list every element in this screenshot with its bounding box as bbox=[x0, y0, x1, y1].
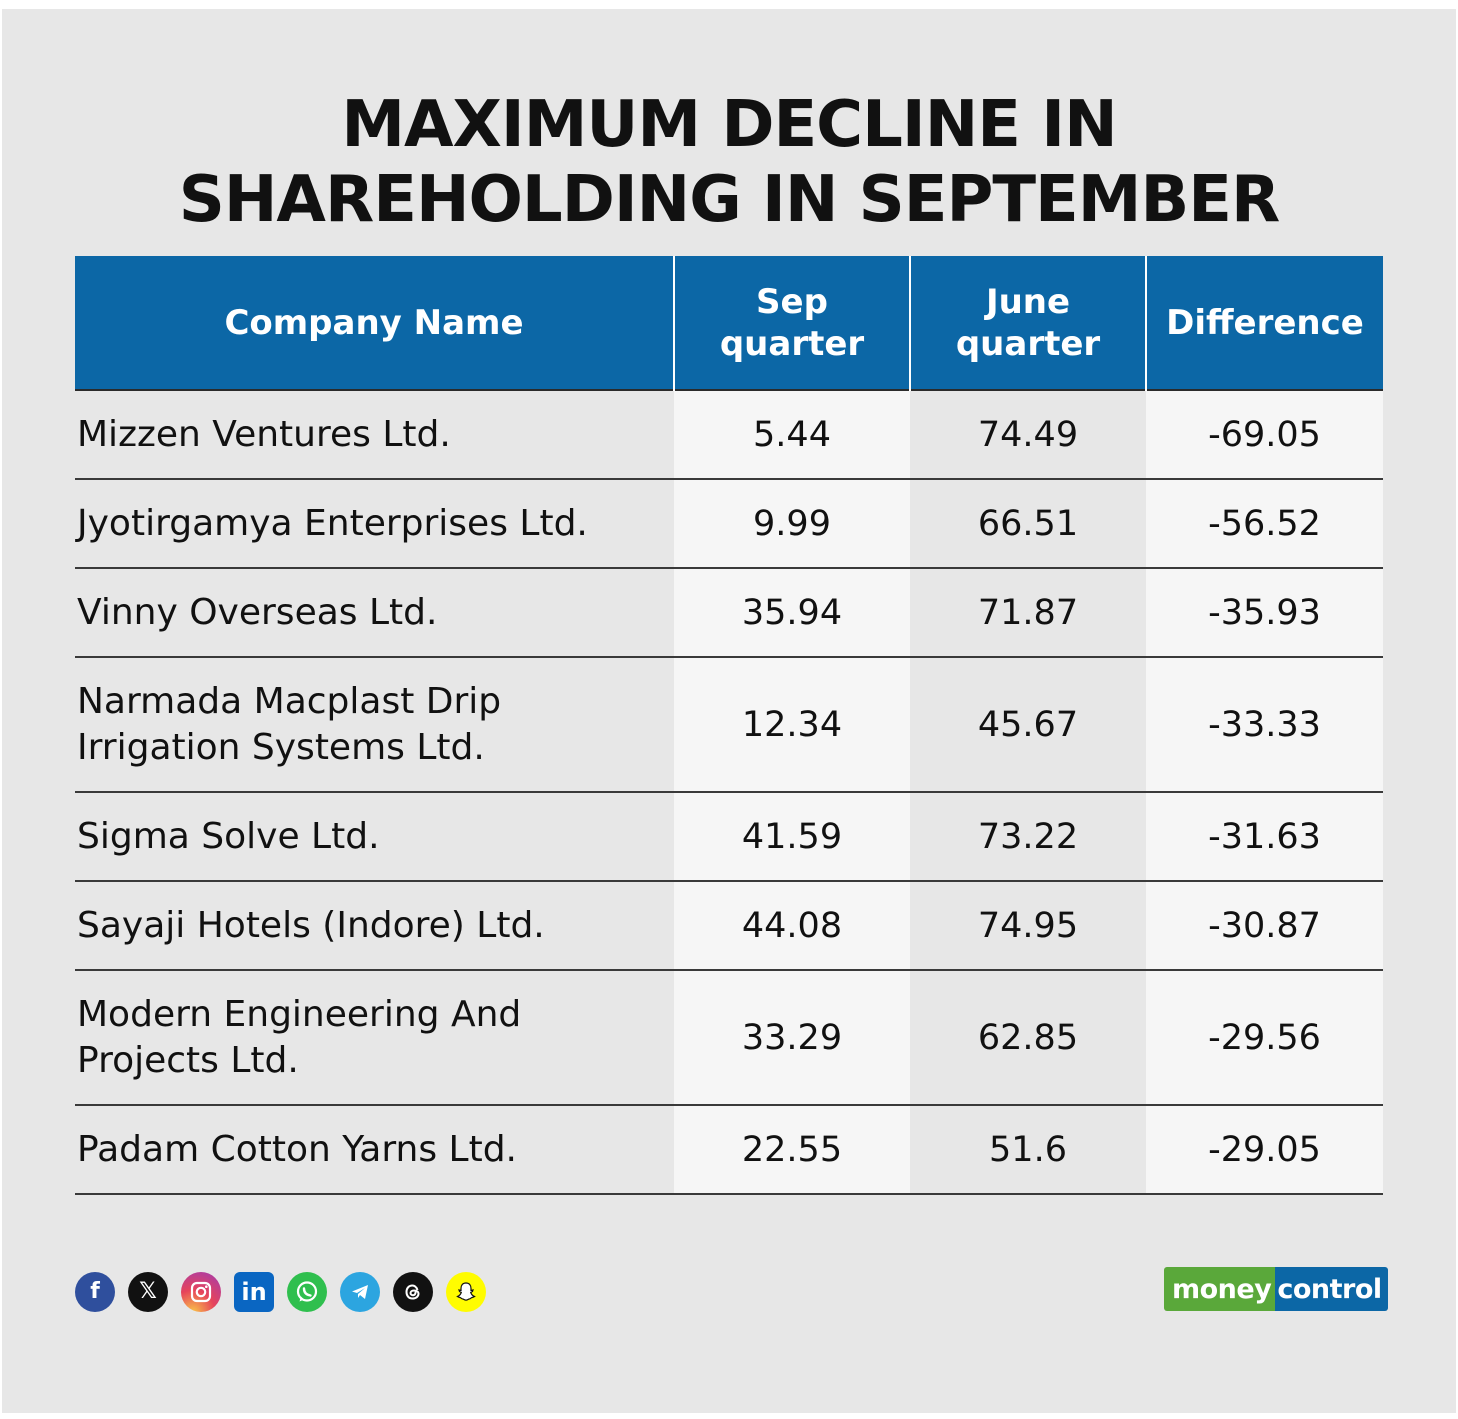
shareholding-table: Company Name Sep quarter June quarter Di… bbox=[75, 256, 1383, 1195]
cell-june-quarter: 45.67 bbox=[910, 657, 1146, 792]
cell-difference: -30.87 bbox=[1146, 881, 1383, 970]
table-header-row: Company Name Sep quarter June quarter Di… bbox=[75, 256, 1383, 390]
title-line-1: MAXIMUM DECLINE IN bbox=[341, 88, 1117, 162]
cell-difference: -69.05 bbox=[1146, 390, 1383, 479]
logo-part-money: money bbox=[1164, 1267, 1276, 1311]
cell-difference: -35.93 bbox=[1146, 568, 1383, 657]
moneycontrol-logo: money control bbox=[1164, 1267, 1388, 1311]
cell-sep-quarter: 41.59 bbox=[674, 792, 910, 881]
cell-difference: -29.56 bbox=[1146, 970, 1383, 1105]
cell-company-name: Padam Cotton Yarns Ltd. bbox=[75, 1105, 674, 1194]
cell-difference: -29.05 bbox=[1146, 1105, 1383, 1194]
cell-difference: -31.63 bbox=[1146, 792, 1383, 881]
cell-june-quarter: 74.95 bbox=[910, 881, 1146, 970]
header-text: Sep bbox=[756, 281, 828, 322]
telegram-icon[interactable] bbox=[340, 1272, 380, 1312]
table-row: Jyotirgamya Enterprises Ltd. 9.99 66.51 -56… bbox=[75, 479, 1383, 568]
table-row: Modern Engineering And Projects Ltd. 33.2… bbox=[75, 970, 1383, 1105]
cell-sep-quarter: 44.08 bbox=[674, 881, 910, 970]
cell-company-name: Modern Engineering And Projects Ltd. bbox=[75, 970, 674, 1105]
cell-june-quarter: 66.51 bbox=[910, 479, 1146, 568]
cell-sep-quarter: 5.44 bbox=[674, 390, 910, 479]
table-row: Padam Cotton Yarns Ltd. 22.55 51.6 -29.05 bbox=[75, 1105, 1383, 1194]
table-row: Narmada Macplast Drip Irrigation Systems… bbox=[75, 657, 1383, 792]
cell-company-name: Jyotirgamya Enterprises Ltd. bbox=[75, 479, 674, 568]
table-row: Vinny Overseas Ltd. 35.94 71.87 -35.93 bbox=[75, 568, 1383, 657]
cell-sep-quarter: 33.29 bbox=[674, 970, 910, 1105]
cell-company-name: Mizzen Ventures Ltd. bbox=[75, 390, 674, 479]
cell-june-quarter: 73.22 bbox=[910, 792, 1146, 881]
header-text: Difference bbox=[1166, 302, 1364, 343]
cell-difference: -33.33 bbox=[1146, 657, 1383, 792]
whatsapp-icon[interactable] bbox=[287, 1272, 327, 1312]
page-title: MAXIMUM DECLINE IN SHAREHOLDING IN SEPTE… bbox=[0, 88, 1458, 238]
title-line-2: SHAREHOLDING IN SEPTEMBER bbox=[178, 163, 1280, 237]
cell-company-name: Narmada Macplast Drip Irrigation Systems… bbox=[75, 657, 674, 792]
cell-june-quarter: 74.49 bbox=[910, 390, 1146, 479]
social-icons: f 𝕏 in bbox=[75, 1272, 486, 1312]
column-header-june-quarter: June quarter bbox=[909, 256, 1146, 390]
cell-sep-quarter: 12.34 bbox=[674, 657, 910, 792]
cell-sep-quarter: 22.55 bbox=[674, 1105, 910, 1194]
header-text: Company Name bbox=[224, 302, 524, 343]
facebook-icon[interactable]: f bbox=[75, 1272, 115, 1312]
header-text: quarter bbox=[719, 323, 865, 364]
linkedin-icon[interactable]: in bbox=[234, 1272, 274, 1312]
snapchat-icon[interactable] bbox=[446, 1272, 486, 1312]
cell-sep-quarter: 9.99 bbox=[674, 479, 910, 568]
cell-difference: -56.52 bbox=[1146, 479, 1383, 568]
cell-company-name: Vinny Overseas Ltd. bbox=[75, 568, 674, 657]
header-text: June bbox=[985, 281, 1071, 322]
header-text: quarter bbox=[955, 323, 1101, 364]
instagram-icon[interactable] bbox=[181, 1272, 221, 1312]
column-header-difference: Difference bbox=[1145, 256, 1383, 390]
cell-company-name: Sigma Solve Ltd. bbox=[75, 792, 674, 881]
table-body: Mizzen Ventures Ltd. 5.44 74.49 -69.05 Jyoti… bbox=[75, 390, 1383, 1194]
threads-icon[interactable] bbox=[393, 1272, 433, 1312]
cell-june-quarter: 71.87 bbox=[910, 568, 1146, 657]
logo-part-control: control bbox=[1275, 1267, 1388, 1311]
cell-sep-quarter: 35.94 bbox=[674, 568, 910, 657]
cell-june-quarter: 62.85 bbox=[910, 970, 1146, 1105]
table-row: Mizzen Ventures Ltd. 5.44 74.49 -69.05 bbox=[75, 390, 1383, 479]
column-header-company: Company Name bbox=[75, 256, 674, 390]
column-header-sep-quarter: Sep quarter bbox=[673, 256, 910, 390]
cell-june-quarter: 51.6 bbox=[910, 1105, 1146, 1194]
x-icon[interactable]: 𝕏 bbox=[128, 1272, 168, 1312]
table-row: Sigma Solve Ltd. 41.59 73.22 -31.63 bbox=[75, 792, 1383, 881]
cell-company-name: Sayaji Hotels (Indore) Ltd. bbox=[75, 881, 674, 970]
table-row: Sayaji Hotels (Indore) Ltd. 44.08 74.95 -30… bbox=[75, 881, 1383, 970]
